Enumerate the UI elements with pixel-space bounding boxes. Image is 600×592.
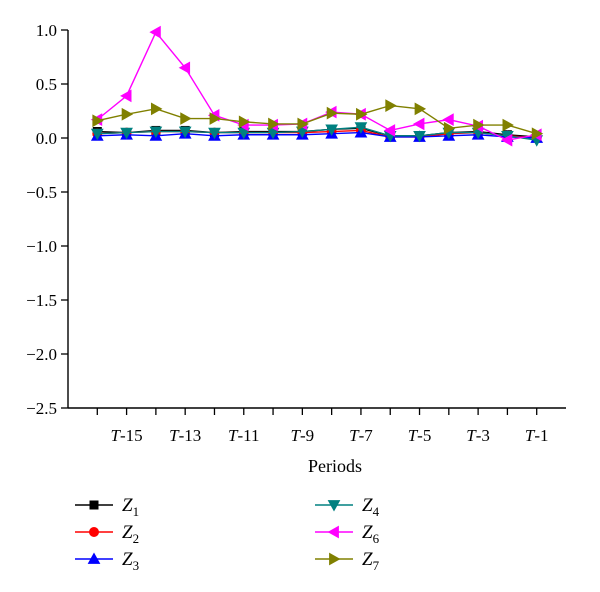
series-z6-point	[178, 61, 191, 75]
y-tick-label: −1.0	[26, 237, 57, 256]
series-z4-point	[178, 126, 192, 139]
series-z4-point	[90, 128, 104, 141]
legend-item-z6: Z6	[315, 522, 380, 546]
series-z6-point	[500, 133, 513, 147]
legend-marker	[327, 525, 339, 539]
series-z7-point	[385, 99, 397, 112]
series-z7-point	[443, 121, 456, 135]
series-z6-line	[96, 30, 537, 141]
series-z7-point	[531, 127, 544, 141]
legend-item-z3: Z3	[75, 549, 139, 573]
y-tick-label: 0.5	[36, 75, 57, 94]
series-z6-point	[442, 113, 454, 126]
legend-item-z4: Z4	[315, 495, 380, 519]
series-z7-point	[268, 117, 280, 131]
legend-marker	[89, 527, 99, 537]
legend-label: Z7	[362, 549, 380, 573]
legend-marker	[87, 552, 101, 564]
x-tick-label: T-5	[408, 426, 432, 445]
series-z4-point	[413, 130, 426, 143]
x-tick-label: T-11	[228, 426, 260, 445]
series-z7-point	[473, 118, 485, 132]
series-z6-point	[120, 89, 132, 103]
series-z7-point	[297, 117, 309, 131]
legend-label: Z4	[362, 495, 380, 519]
x-ticks: T-15 T-13 T-11 T-9 T-7 T-5 T-3 T-1	[96, 408, 549, 445]
legend-marker	[329, 552, 341, 566]
series-z7-point	[209, 112, 222, 125]
series-z4-point	[149, 126, 163, 139]
legend-marker	[327, 500, 341, 512]
legend-marker	[89, 500, 99, 510]
series-z7-line	[97, 104, 537, 135]
series-z4-point	[120, 127, 133, 140]
legend-item-z1: Z1	[75, 495, 139, 519]
series-z7-point	[121, 107, 134, 121]
series-z4-point	[325, 124, 338, 136]
series-z4	[90, 122, 544, 147]
series-z7-point	[180, 112, 192, 125]
legend-label: Z6	[362, 522, 380, 546]
x-axis-title: Periods	[308, 456, 362, 476]
y-tick-label: −2.0	[26, 345, 57, 364]
series-z6-point	[412, 117, 425, 131]
legend-label: Z2	[122, 522, 139, 546]
legend-item-z2: Z2	[75, 522, 139, 546]
y-tick-label: −0.5	[26, 183, 57, 202]
y-tick-label: −1.5	[26, 291, 57, 310]
series-z7-point	[150, 102, 163, 116]
x-tick-label: T-7	[349, 426, 373, 445]
legend-label: Z3	[122, 549, 139, 573]
y-tick-label: 0.0	[36, 129, 57, 148]
x-tick-label: T-13	[169, 426, 201, 445]
x-tick-label: T-3	[466, 426, 490, 445]
series-z7-point	[238, 115, 251, 129]
series-z6-point	[149, 25, 161, 39]
series-z4-point	[354, 122, 368, 134]
y-tick-label: 1.0	[36, 21, 57, 40]
series-z6-point	[383, 124, 396, 137]
series-z7-point	[92, 114, 104, 128]
series-z7-point	[502, 118, 514, 132]
series-z7-point	[326, 106, 339, 120]
x-tick-label: T-9	[291, 426, 315, 445]
legend-item-z7: Z7	[315, 549, 380, 573]
legend: Z1 Z2 Z3 Z4 Z6 Z7	[75, 495, 380, 573]
series-z7-point	[414, 102, 427, 116]
x-tick-label: T-15	[111, 426, 143, 445]
series-z4-line	[97, 126, 537, 141]
series-z4-point	[208, 127, 221, 140]
legend-label: Z1	[122, 495, 139, 519]
x-tick-label: T-1	[525, 426, 549, 445]
y-ticks: 1.0 0.5 0.0 −0.5 −1.0 −1.5 −2.0 −2.5	[26, 21, 68, 418]
series-z7-point	[356, 107, 368, 121]
plot-area: 1.00.50.0−0.5−1.0−1.5−2.0−2.5 T-15 T-13 T-…	[26, 21, 566, 445]
y-tick-label: −2.5	[26, 399, 57, 418]
series-layer	[90, 25, 544, 147]
series-z7	[92, 99, 544, 141]
series-z3-line	[97, 131, 537, 139]
